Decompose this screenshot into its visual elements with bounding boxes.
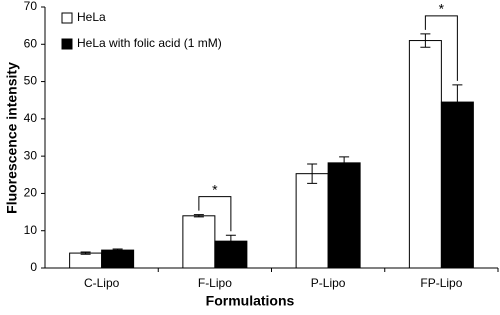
x-tick-label: P-Lipo — [311, 276, 346, 290]
significance-label: * — [212, 181, 218, 197]
x-axis-title: Formulations — [206, 293, 295, 309]
y-tick-label: 60 — [24, 36, 38, 50]
y-tick-label: 40 — [24, 111, 38, 125]
y-tick-label: 50 — [24, 74, 38, 88]
bar — [440, 101, 474, 269]
significance-bracket — [424, 15, 458, 81]
x-tick-label: C-Lipo — [84, 276, 120, 290]
y-tick-label: 20 — [24, 186, 38, 200]
legend-label: HeLa with folic acid (1 mM) — [77, 36, 222, 50]
bar — [69, 252, 103, 269]
x-tick-label: FP-Lipo — [420, 276, 462, 290]
error-bar — [193, 214, 204, 218]
bar — [408, 40, 442, 269]
x-tick-label: F-Lipo — [198, 276, 232, 290]
legend-label: HeLa — [77, 10, 106, 24]
legend-swatch — [61, 38, 73, 50]
error-bar — [225, 234, 236, 248]
error-bar — [420, 33, 431, 48]
legend-swatch — [61, 12, 73, 24]
bar — [295, 173, 329, 269]
bar — [182, 215, 216, 269]
y-axis-title: Fluorescence intensity — [4, 62, 20, 214]
error-bar — [112, 248, 123, 252]
bar — [101, 249, 135, 269]
y-tick-label: 30 — [24, 148, 38, 162]
error-bar — [339, 156, 350, 170]
significance-label: * — [439, 1, 445, 17]
error-bar — [80, 251, 91, 255]
y-tick-label: 0 — [30, 260, 37, 274]
y-tick-label: 10 — [24, 223, 38, 237]
significance-bracket — [198, 196, 232, 232]
error-bar — [452, 84, 463, 120]
bar — [327, 162, 361, 269]
y-tick-label: 70 — [24, 0, 38, 13]
error-bar — [307, 163, 318, 184]
